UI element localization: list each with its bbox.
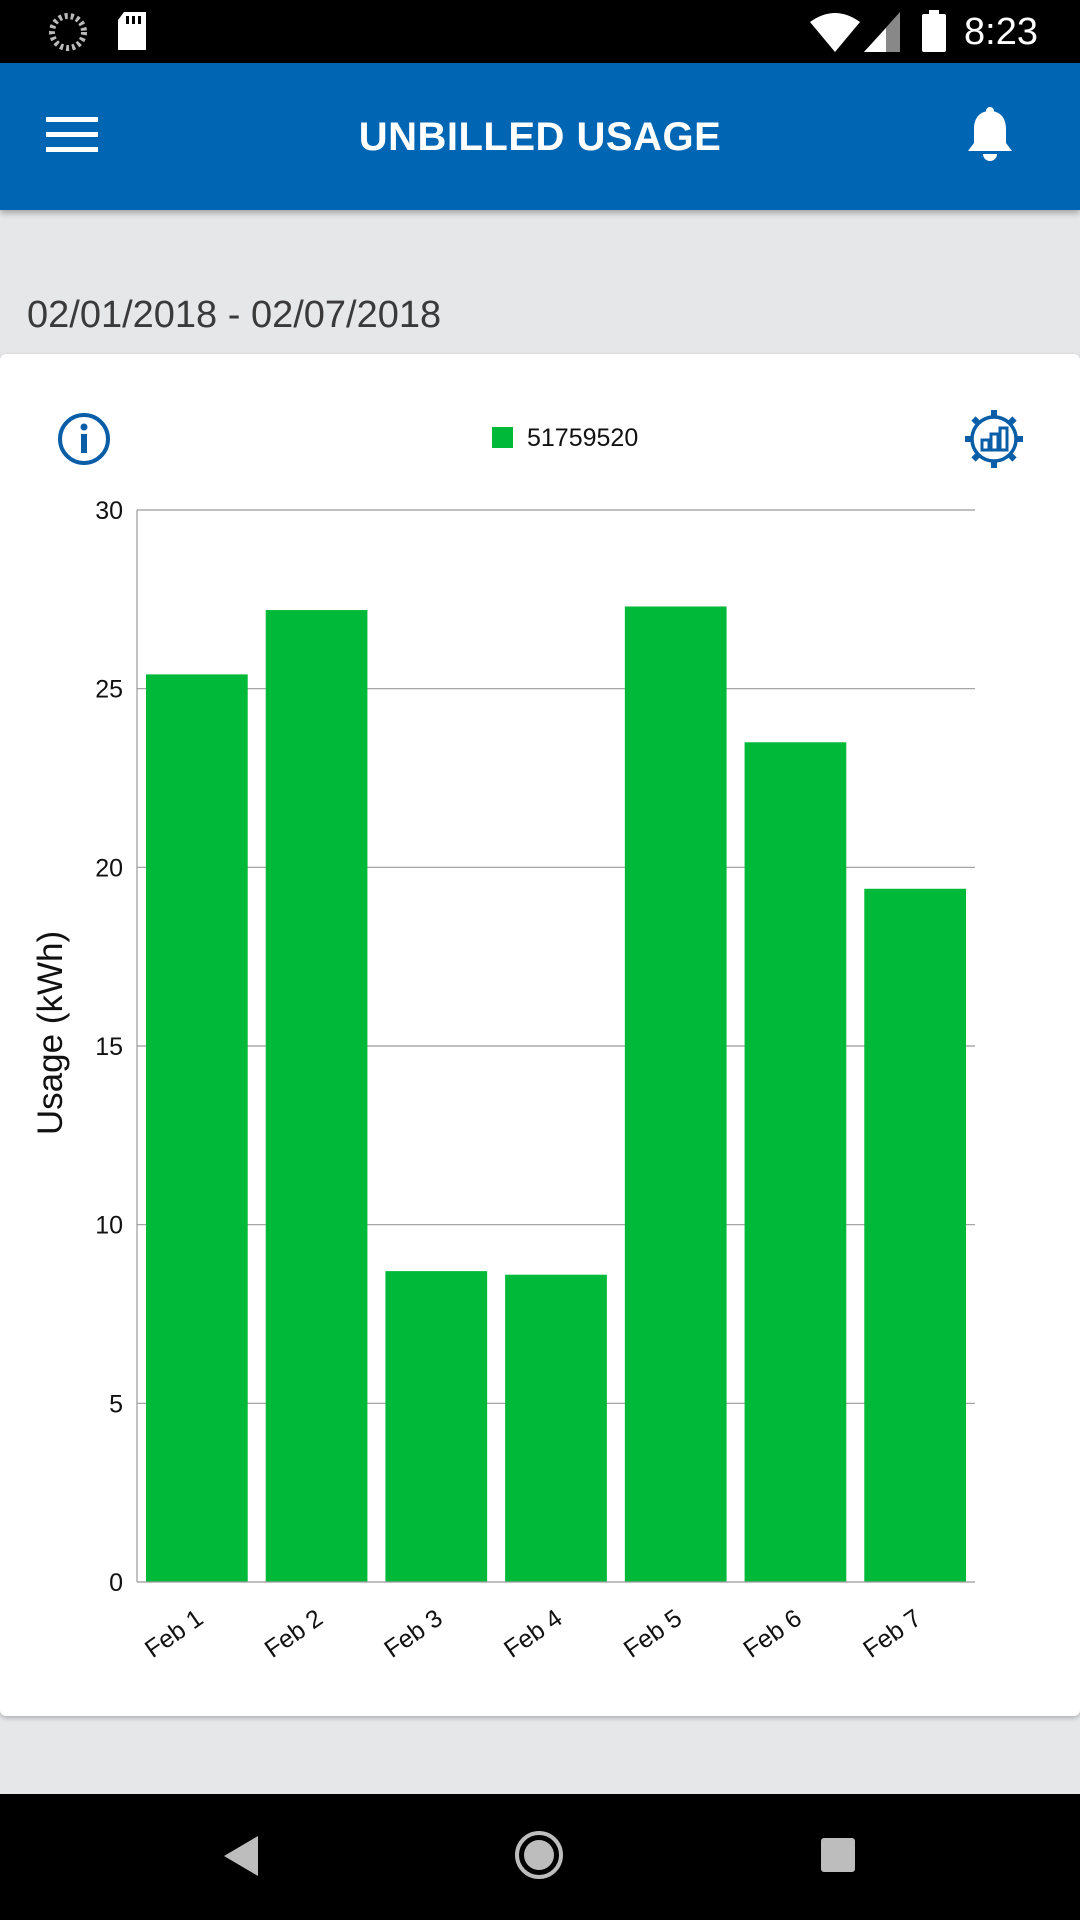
x-tick-label: Feb 5 bbox=[619, 1604, 687, 1664]
app-bar: UNBILLED USAGE bbox=[0, 63, 1080, 210]
y-tick-label: 10 bbox=[95, 1212, 123, 1240]
recents-icon[interactable] bbox=[821, 1838, 855, 1872]
bar-feb-1[interactable] bbox=[146, 674, 248, 1582]
info-icon[interactable] bbox=[57, 412, 111, 466]
sd-card-icon bbox=[118, 12, 146, 50]
status-time: 8:23 bbox=[964, 11, 1038, 53]
bar-feb-4[interactable] bbox=[505, 1274, 607, 1582]
y-axis-label: Usage (kWh) bbox=[31, 931, 70, 1135]
legend-label: 51759520 bbox=[527, 424, 638, 452]
bar-feb-7[interactable] bbox=[864, 888, 966, 1582]
y-tick-label: 15 bbox=[95, 1033, 123, 1061]
page-title: UNBILLED USAGE bbox=[358, 115, 722, 159]
y-tick-label: 5 bbox=[109, 1390, 123, 1418]
bar-feb-6[interactable] bbox=[744, 742, 847, 1582]
back-icon[interactable] bbox=[224, 1836, 258, 1876]
cell-signal-icon bbox=[864, 12, 900, 52]
y-tick-label: 30 bbox=[95, 497, 123, 525]
wifi-icon bbox=[810, 13, 860, 52]
home-icon[interactable] bbox=[514, 1830, 564, 1880]
loading-icon bbox=[49, 13, 87, 51]
bar-feb-5[interactable] bbox=[624, 606, 727, 1582]
x-tick-label: Feb 7 bbox=[858, 1604, 926, 1664]
battery-icon bbox=[922, 10, 946, 52]
bell-icon[interactable] bbox=[966, 107, 1014, 163]
hamburger-menu-icon[interactable] bbox=[46, 115, 98, 155]
navigation-bar bbox=[0, 1794, 1080, 1920]
date-range: 02/01/2018 - 02/07/2018 bbox=[27, 294, 442, 336]
y-tick-label: 20 bbox=[95, 854, 123, 882]
legend-swatch bbox=[492, 427, 513, 448]
chart-settings-icon[interactable] bbox=[961, 406, 1027, 472]
x-tick-label: Feb 4 bbox=[499, 1604, 568, 1664]
x-tick-label: Feb 6 bbox=[738, 1604, 806, 1664]
usage-bar-chart: 0 5 10 15 20 25 30 Feb 1 Feb 2 Feb 3 Feb 4 Feb 5 Feb… bbox=[31, 424, 975, 1664]
status-bar: 8:23 bbox=[0, 0, 1080, 63]
x-tick-label: Feb 1 bbox=[140, 1604, 208, 1664]
bar-feb-2[interactable] bbox=[265, 610, 368, 1582]
bar-feb-3[interactable] bbox=[385, 1271, 488, 1582]
y-tick-label: 25 bbox=[95, 676, 123, 704]
x-tick-label: Feb 3 bbox=[379, 1604, 447, 1664]
x-tick-label: Feb 2 bbox=[260, 1604, 328, 1664]
y-tick-label: 0 bbox=[109, 1569, 123, 1597]
